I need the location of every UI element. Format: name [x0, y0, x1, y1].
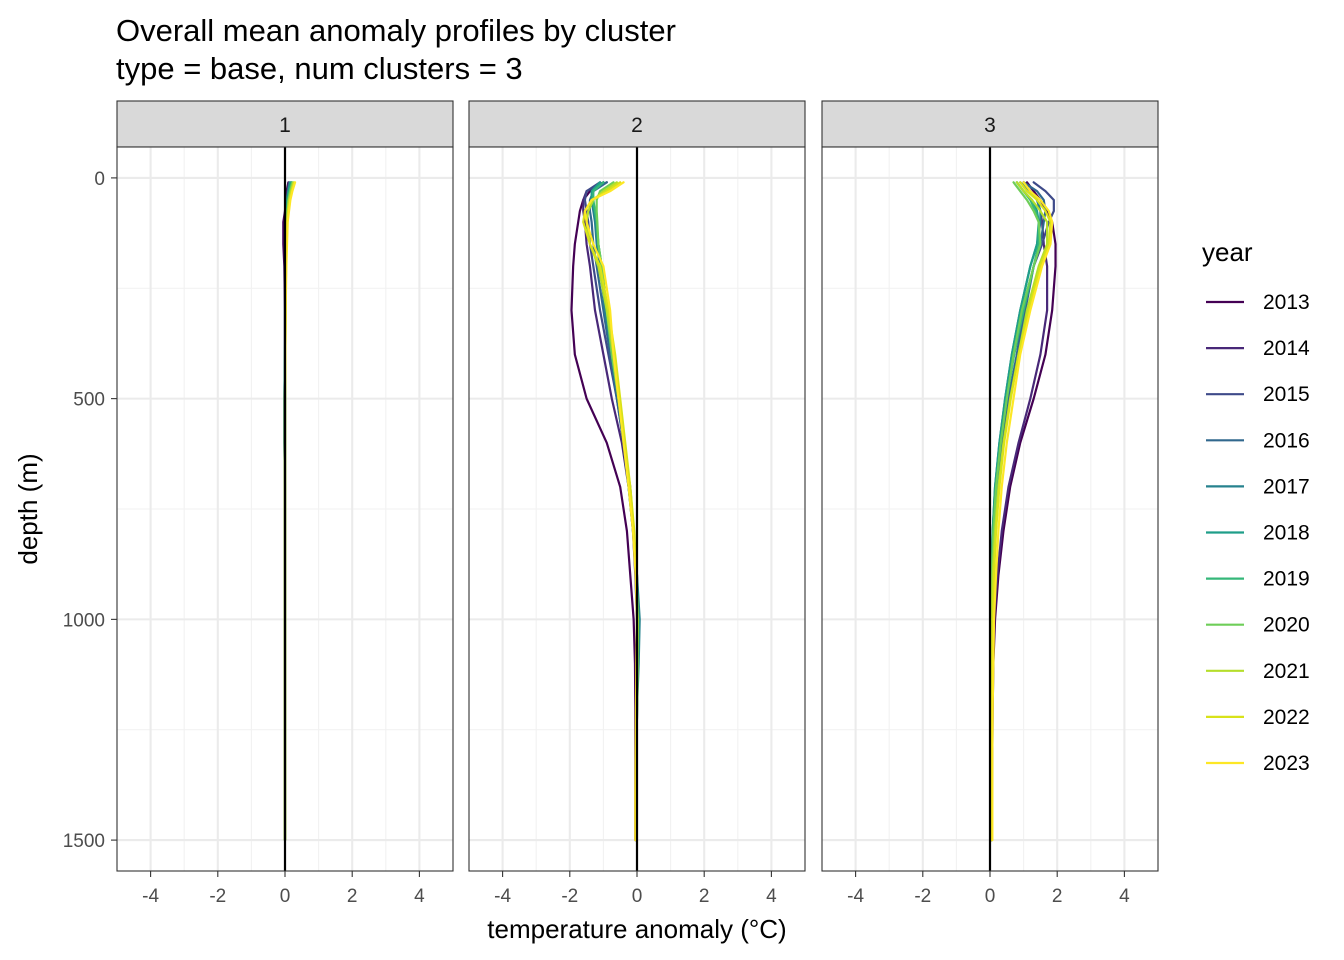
legend-label: 2020	[1263, 614, 1310, 637]
x-tick-label: 2	[1052, 886, 1063, 907]
facet-panel-3: 3 -4 -2 0 2 4	[821, 100, 1159, 907]
facet-panel-2: 2 -4 -2 0 2 4	[468, 100, 806, 907]
y-tick-label: 1500	[63, 831, 105, 852]
y-axis: 0 500 1000 1500	[63, 169, 117, 852]
legend-label: 2014	[1263, 337, 1310, 360]
legend-label: 2022	[1263, 706, 1310, 729]
facet-strip	[116, 100, 454, 148]
legend-item-2013: 2013	[1206, 291, 1310, 314]
facet-strip-label: 1	[279, 114, 291, 137]
facet-strip-label: 2	[631, 114, 643, 137]
legend-label: 2023	[1263, 752, 1310, 775]
y-tick-label: 0	[94, 169, 105, 190]
legend-item-2014: 2014	[1206, 337, 1310, 360]
legend-label: 2021	[1263, 660, 1310, 683]
x-tick-label: 0	[632, 886, 643, 907]
x-tick-label: 2	[347, 886, 358, 907]
x-tick-label: 4	[766, 886, 777, 907]
facet-strip	[821, 100, 1159, 148]
x-tick-label: 4	[414, 886, 425, 907]
y-axis-label: depth (m)	[13, 453, 43, 564]
x-tick-label: -4	[847, 886, 864, 907]
legend-item-2016: 2016	[1206, 429, 1310, 452]
x-tick-label: -2	[914, 886, 931, 907]
y-tick-label: 1000	[63, 610, 105, 631]
legend-item-2022: 2022	[1206, 706, 1310, 729]
series-line-2023	[991, 181, 1054, 842]
facet-strip-label: 3	[984, 114, 996, 137]
x-tick-label: 4	[1119, 886, 1130, 907]
legend-item-2021: 2021	[1206, 660, 1310, 683]
legend-label: 2015	[1263, 383, 1310, 406]
legend-label: 2019	[1263, 568, 1310, 591]
legend-item-2015: 2015	[1206, 383, 1310, 406]
x-tick-label: 2	[699, 886, 710, 907]
x-tick-label: 0	[280, 886, 291, 907]
legend-label: 2018	[1263, 522, 1310, 545]
legend: year 2013 2014 2015 2016 2017 2018 2019 2020 202…	[1202, 237, 1310, 775]
legend-label: 2016	[1263, 429, 1310, 452]
legend-label: 2013	[1263, 291, 1310, 314]
facet-panels: 1 -4 -2 0 2 4 2 -4 -2 0 2 4 3 -4 -2 0 2 4	[116, 100, 1159, 907]
chart-subtitle: type = base, num clusters = 3	[116, 51, 523, 86]
legend-title: year	[1202, 237, 1253, 267]
x-tick-label: -4	[142, 886, 159, 907]
x-tick-label: -2	[561, 886, 578, 907]
x-axis-label: temperature anomaly (°C)	[487, 914, 786, 944]
y-tick-label: 500	[73, 390, 105, 411]
chart-title: Overall mean anomaly profiles by cluster	[116, 13, 676, 48]
legend-item-2017: 2017	[1206, 475, 1310, 498]
legend-item-2019: 2019	[1206, 568, 1310, 591]
legend-label: 2017	[1263, 475, 1310, 498]
legend-item-2023: 2023	[1206, 752, 1310, 775]
legend-item-2018: 2018	[1206, 522, 1310, 545]
x-tick-label: -2	[209, 886, 226, 907]
x-tick-label: -4	[494, 886, 511, 907]
legend-item-2020: 2020	[1206, 614, 1310, 637]
facet-panel-1: 1 -4 -2 0 2 4	[116, 100, 454, 907]
x-tick-label: 0	[985, 886, 996, 907]
facet-strip	[468, 100, 806, 148]
